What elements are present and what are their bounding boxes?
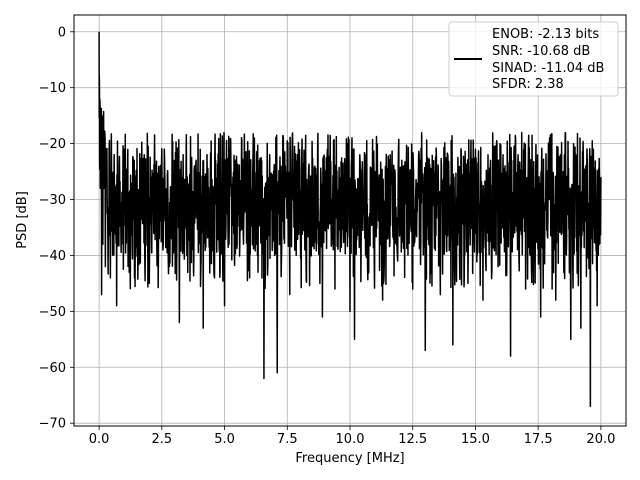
x-tick-label: 15.0: [461, 432, 490, 447]
y-tick-label: −60: [39, 361, 66, 376]
x-tick-label: 10.0: [336, 432, 365, 447]
x-tick-label: 0.0: [89, 432, 110, 447]
x-axis-label: Frequency [MHz]: [295, 451, 404, 466]
x-tick-label: 20.0: [586, 432, 615, 447]
x-tick-label: 5.0: [214, 432, 235, 447]
legend-entry-sinad: SINAD: -11.04 dB: [492, 61, 604, 76]
legend: ENOB: -2.13 bits SNR: -10.68 dB SINAD: -…: [448, 21, 619, 97]
legend-entry-sfdr: SFDR: 2.38: [492, 77, 564, 92]
psd-series-line: [98, 31, 602, 408]
y-tick-label: −40: [39, 249, 66, 264]
x-tick-label: 2.5: [151, 432, 172, 447]
y-tick-label: −50: [39, 305, 66, 320]
ticks: 0.0 2.5 5.0 7.5 10.0 12.5 15.0 17.5 20.0 0 −10 −20 −…: [39, 25, 616, 447]
x-tick-label: 7.5: [277, 432, 298, 447]
legend-entry-enob: ENOB: -2.13 bits: [492, 27, 599, 42]
y-tick-label: −70: [39, 417, 66, 432]
y-tick-label: −20: [39, 137, 66, 152]
x-tick-label: 12.5: [398, 432, 427, 447]
legend-box: [448, 21, 619, 97]
y-axis-label: PSD [dB]: [15, 191, 30, 249]
series-layer: [98, 31, 602, 408]
y-tick-label: −30: [39, 193, 66, 208]
legend-entry-snr: SNR: -10.68 dB: [492, 44, 590, 59]
x-tick-label: 17.5: [524, 432, 553, 447]
y-tick-label: 0: [58, 25, 66, 40]
y-tick-label: −10: [39, 81, 66, 96]
